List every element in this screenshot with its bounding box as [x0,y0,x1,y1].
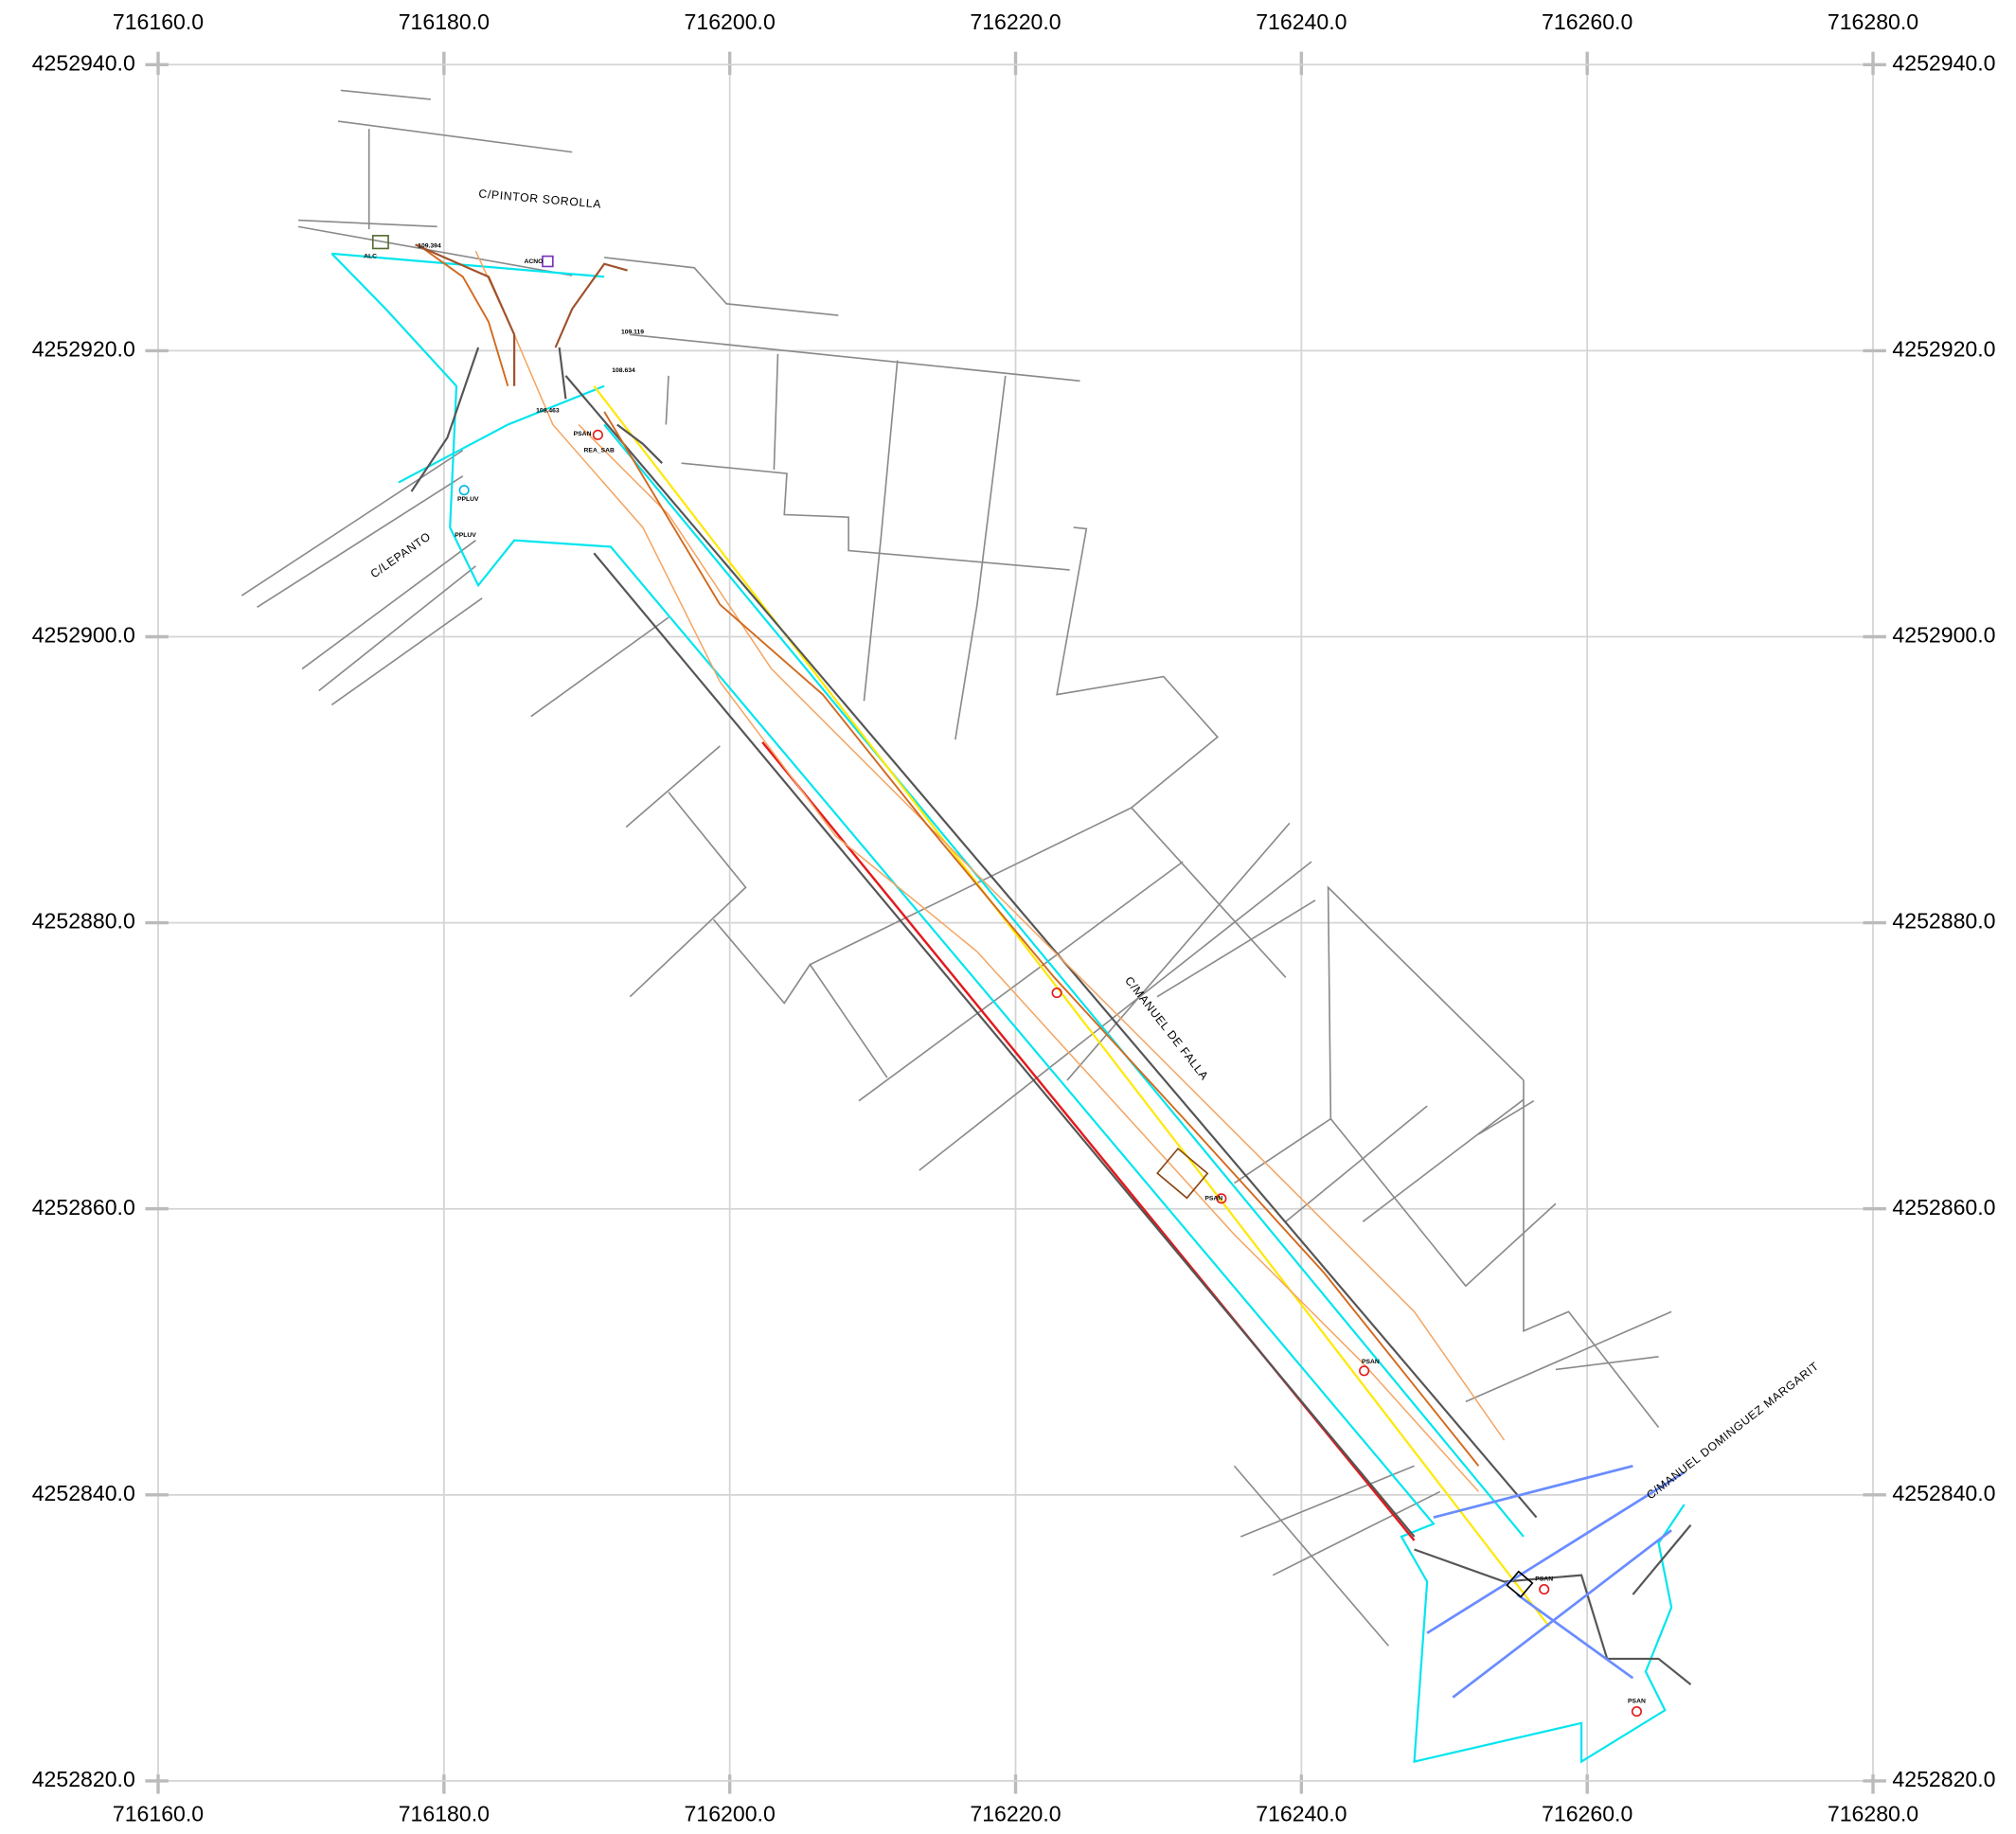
x-coordinate-label: 716220.0 [970,9,1061,34]
x-coordinate-label: 716160.0 [113,1802,204,1826]
point-label: REA_SAB [584,447,615,454]
y-coordinate-label: 4252860.0 [1892,1195,1995,1220]
x-coordinate-label: 716280.0 [1828,1802,1918,1826]
street-name: C/PINTOR SOROLLA [478,187,602,210]
y-coordinate-label: 4252860.0 [32,1195,135,1220]
x-coordinate-label: 716240.0 [1256,1802,1347,1826]
y-coordinate-label: 4252820.0 [32,1767,135,1791]
parcels [241,90,1671,1646]
point-label: PSAN [574,431,592,437]
point-label: PSAN [1628,1699,1646,1705]
x-coordinate-label: 716200.0 [685,1802,776,1826]
y-coordinate-label: 4252880.0 [1892,909,1995,934]
y-coordinate-label: 4252940.0 [32,50,135,75]
labels: 716160.0 716160.0 716180.0 716180.0 716200.0… [32,9,1996,1826]
point-label: ALC [364,253,377,259]
y-coordinate-label: 4252900.0 [32,623,135,648]
road-outline [331,244,1690,1761]
y-coordinate-label: 4252920.0 [32,336,135,361]
point-label: 109.119 [621,329,644,336]
x-coordinate-label: 716180.0 [399,1802,490,1826]
point-label: PPLUV [455,532,476,539]
x-coordinate-label: 716240.0 [1256,9,1347,34]
x-coordinate-label: 716220.0 [970,1802,1061,1826]
point-label: ACNO [525,258,544,265]
x-coordinate-label: 716200.0 [685,9,776,34]
x-coordinate-label: 716280.0 [1828,9,1918,34]
point-label: 108.634 [612,367,635,374]
y-coordinate-label: 4252820.0 [1892,1767,1995,1791]
x-coordinate-label: 716180.0 [399,9,490,34]
y-coordinate-label: 4252880.0 [32,909,135,934]
y-coordinate-label: 4252840.0 [32,1481,135,1505]
x-coordinate-label: 716260.0 [1542,9,1632,34]
y-coordinate-label: 4252900.0 [1892,623,1995,648]
point-label: PSAN [1535,1576,1553,1583]
y-coordinate-label: 4252840.0 [1892,1481,1995,1505]
point-label: 109.394 [418,243,441,250]
point-label: PSAN [1204,1196,1222,1202]
y-coordinate-label: 4252920.0 [1892,336,1995,361]
page: {"map": { "x_labels": ["716160.0", "7161… [0,0,2016,1834]
street-name: C/MANUEL DOMINGUEZ MARGARIT [1644,1360,1821,1503]
y-coordinate-label: 4252940.0 [1892,50,1995,75]
symbols [373,236,1641,1716]
map-plan: 716160.0 716160.0 716180.0 716180.0 716200.0… [0,0,2016,1834]
point-label: PPLUV [457,496,479,503]
point-label: 108.463 [536,407,560,414]
x-coordinate-label: 716260.0 [1542,1802,1632,1826]
point-label: PSAN [1362,1359,1380,1365]
street-name: C/LEPANTO [368,529,434,580]
x-coordinate-label: 716160.0 [113,9,204,34]
